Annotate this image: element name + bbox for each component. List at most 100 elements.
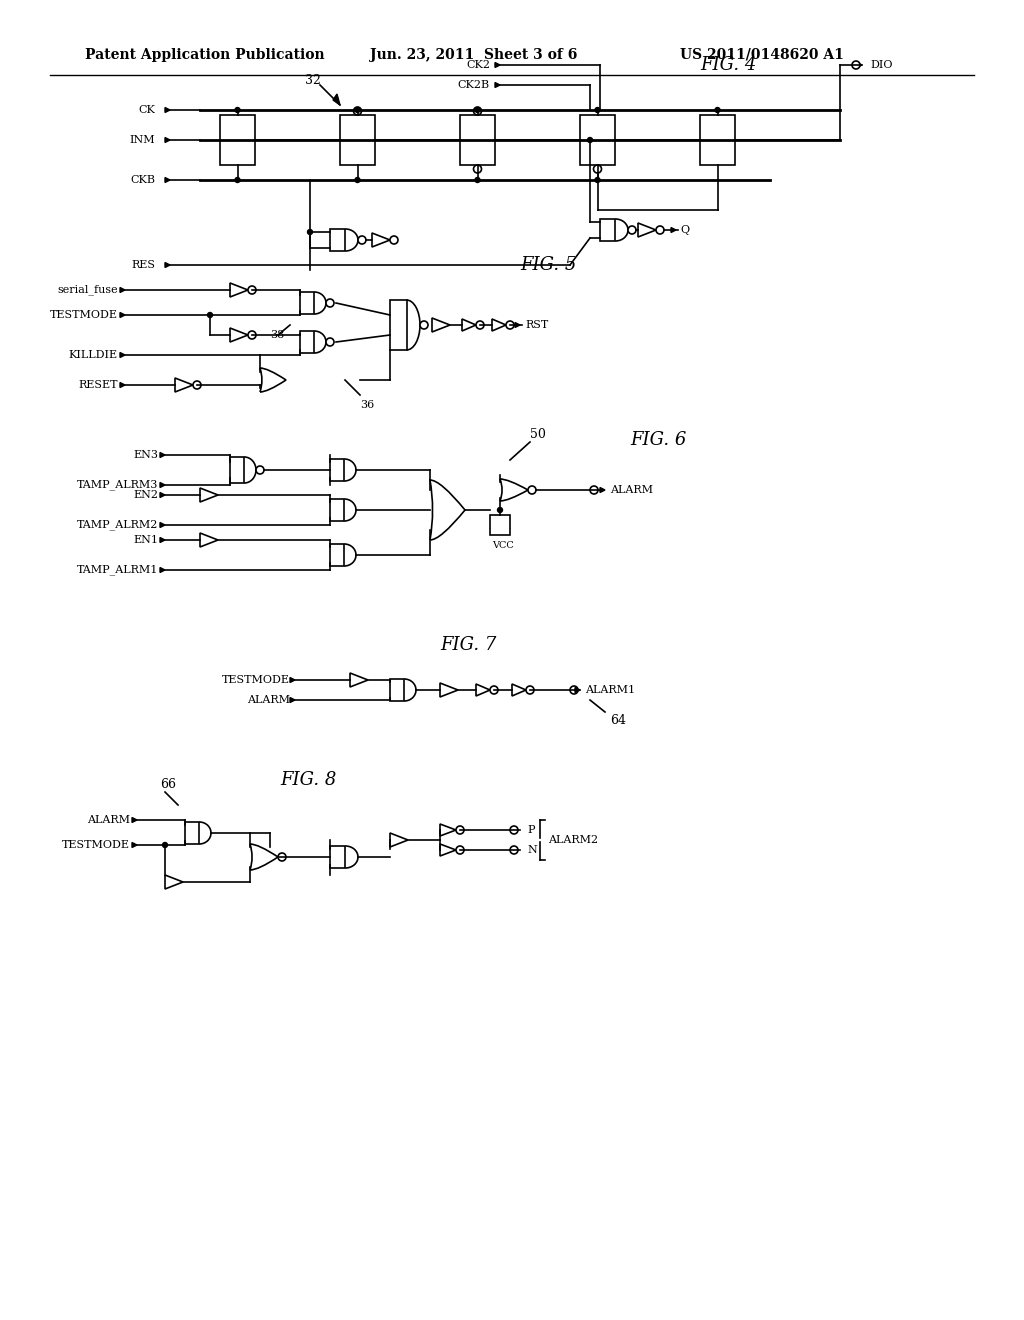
Circle shape — [475, 107, 480, 112]
Polygon shape — [671, 227, 676, 232]
Text: ALARM: ALARM — [87, 814, 130, 825]
Text: FIG. 5: FIG. 5 — [520, 256, 577, 275]
Bar — [185, 822, 200, 843]
Circle shape — [628, 226, 636, 234]
Bar — [330, 499, 344, 521]
Polygon shape — [160, 523, 165, 528]
Text: ALARM: ALARM — [247, 696, 290, 705]
Polygon shape — [495, 82, 500, 87]
Bar — [390, 300, 407, 350]
Polygon shape — [512, 684, 526, 696]
Circle shape — [506, 321, 514, 329]
Polygon shape — [600, 487, 605, 492]
Circle shape — [248, 286, 256, 294]
Circle shape — [852, 61, 860, 69]
Text: 66: 66 — [160, 779, 176, 792]
Circle shape — [326, 338, 334, 346]
PathPatch shape — [260, 368, 286, 392]
Circle shape — [456, 826, 464, 834]
Polygon shape — [432, 318, 450, 333]
Polygon shape — [160, 537, 165, 543]
Text: RES: RES — [131, 260, 155, 271]
Text: ALARM1: ALARM1 — [585, 685, 635, 696]
Polygon shape — [230, 327, 248, 342]
Polygon shape — [476, 684, 490, 696]
Text: 50: 50 — [530, 429, 546, 441]
Circle shape — [456, 846, 464, 854]
Text: EN2: EN2 — [133, 490, 158, 500]
Text: TAMP_ALRM2: TAMP_ALRM2 — [77, 520, 158, 531]
Text: 38: 38 — [270, 330, 285, 341]
Text: RST: RST — [525, 319, 548, 330]
Text: FIG. 4: FIG. 4 — [700, 55, 757, 74]
Polygon shape — [200, 533, 218, 546]
Polygon shape — [492, 319, 506, 331]
Circle shape — [355, 177, 360, 182]
Text: TESTMODE: TESTMODE — [62, 840, 130, 850]
Circle shape — [594, 165, 601, 173]
Circle shape — [307, 230, 312, 235]
Circle shape — [358, 236, 366, 244]
Text: KILLDIE: KILLDIE — [69, 350, 118, 360]
Circle shape — [248, 331, 256, 339]
Text: Q: Q — [680, 224, 689, 235]
Polygon shape — [120, 352, 125, 358]
Bar — [220, 115, 255, 165]
Text: 36: 36 — [360, 400, 374, 411]
Polygon shape — [515, 322, 520, 327]
Circle shape — [234, 177, 240, 182]
Bar — [300, 331, 314, 352]
Bar — [580, 115, 615, 165]
Circle shape — [234, 107, 240, 112]
Text: N: N — [527, 845, 537, 855]
Circle shape — [208, 313, 213, 318]
Circle shape — [390, 236, 398, 244]
Circle shape — [595, 107, 600, 112]
Circle shape — [476, 321, 484, 329]
Text: DIO: DIO — [870, 59, 893, 70]
Bar — [390, 678, 404, 701]
Bar — [330, 544, 344, 566]
Bar — [230, 457, 245, 483]
Text: serial_fuse: serial_fuse — [57, 285, 118, 296]
Polygon shape — [857, 62, 862, 67]
Bar — [700, 115, 735, 165]
Text: ALARM2: ALARM2 — [548, 836, 598, 845]
Polygon shape — [132, 842, 137, 847]
PathPatch shape — [430, 480, 465, 540]
Bar — [330, 228, 345, 251]
Polygon shape — [440, 824, 456, 836]
Text: CK2: CK2 — [466, 59, 490, 70]
Circle shape — [715, 107, 720, 112]
Bar — [330, 459, 344, 480]
Polygon shape — [160, 568, 165, 573]
Text: US 2011/0148620 A1: US 2011/0148620 A1 — [680, 48, 844, 62]
Polygon shape — [495, 62, 500, 67]
PathPatch shape — [250, 843, 278, 870]
Polygon shape — [160, 492, 165, 498]
Circle shape — [163, 842, 168, 847]
Text: 32: 32 — [305, 74, 321, 87]
Circle shape — [498, 507, 503, 512]
Text: INM: INM — [129, 135, 155, 145]
Text: TAMP_ALRM1: TAMP_ALRM1 — [77, 565, 158, 576]
Circle shape — [256, 466, 264, 474]
Polygon shape — [120, 313, 125, 318]
Text: P: P — [527, 825, 535, 836]
Circle shape — [353, 107, 361, 115]
Polygon shape — [390, 833, 408, 847]
Polygon shape — [200, 488, 218, 502]
Text: Jun. 23, 2011  Sheet 3 of 6: Jun. 23, 2011 Sheet 3 of 6 — [370, 48, 578, 62]
Text: TAMP_ALRM3: TAMP_ALRM3 — [77, 479, 158, 490]
Polygon shape — [165, 177, 170, 182]
Text: FIG. 7: FIG. 7 — [440, 636, 497, 653]
Polygon shape — [462, 319, 476, 331]
Text: TESTMODE: TESTMODE — [222, 675, 290, 685]
Circle shape — [473, 165, 481, 173]
Polygon shape — [132, 817, 137, 822]
Circle shape — [326, 300, 334, 308]
Polygon shape — [440, 682, 458, 697]
Text: ALARM: ALARM — [610, 484, 653, 495]
Circle shape — [656, 226, 664, 234]
Polygon shape — [333, 94, 340, 106]
